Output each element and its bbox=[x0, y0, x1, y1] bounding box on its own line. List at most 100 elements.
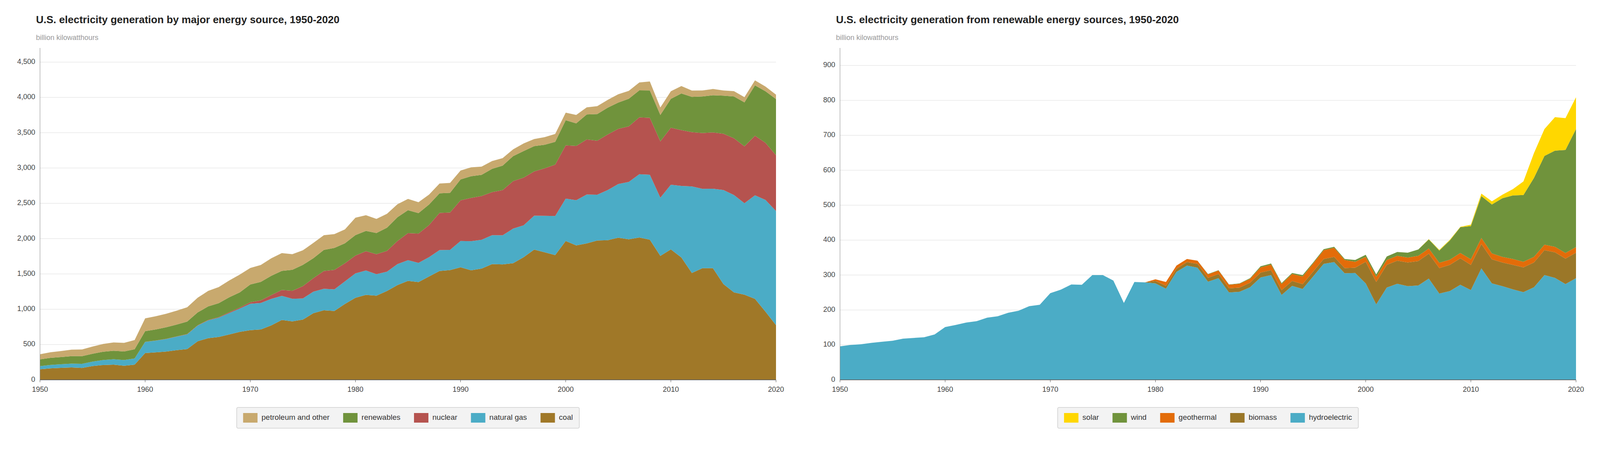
legend-label: wind bbox=[1130, 413, 1147, 422]
chart-title: U.S. electricity generation from renewab… bbox=[836, 13, 1179, 26]
chart-panel: 05001,0001,5002,0002,5003,0003,5004,0004… bbox=[17, 13, 784, 429]
legend-swatch bbox=[470, 413, 486, 423]
x-tick bbox=[1155, 380, 1156, 383]
x-axis-line bbox=[40, 379, 776, 381]
y-tick-label: 1,500 bbox=[17, 269, 36, 278]
legend-swatch bbox=[1160, 413, 1175, 423]
x-tick bbox=[40, 380, 41, 383]
x-tick-label: 1960 bbox=[137, 385, 154, 394]
legend-label: petroleum and other bbox=[261, 413, 330, 422]
grid-line bbox=[40, 62, 776, 63]
legend-swatch bbox=[343, 413, 358, 423]
y-tick-label: 4,500 bbox=[17, 57, 36, 66]
legend-swatch bbox=[540, 413, 555, 423]
legend-swatch bbox=[1230, 413, 1245, 423]
grid-line bbox=[840, 380, 1576, 381]
x-tick-label: 2020 bbox=[1568, 385, 1584, 394]
y-tick-label: 900 bbox=[823, 60, 836, 69]
x-tick bbox=[355, 380, 356, 383]
y-tick-label: 200 bbox=[823, 305, 836, 314]
x-tick-label: 2020 bbox=[768, 385, 784, 394]
y-tick-label: 0 bbox=[831, 375, 836, 384]
areas bbox=[40, 80, 776, 380]
legend-swatch bbox=[243, 413, 258, 423]
y-grid bbox=[840, 65, 1576, 380]
y-tick-label: 500 bbox=[823, 200, 836, 209]
legend-label: renewables bbox=[361, 413, 401, 422]
y-axis-label: billion kilowatthours bbox=[36, 33, 99, 42]
legend-label: nuclear bbox=[432, 413, 458, 422]
legend-label: geothermal bbox=[1178, 413, 1217, 422]
legend-label: hydroelectric bbox=[1308, 413, 1352, 422]
grid-line bbox=[40, 97, 776, 98]
area-series bbox=[840, 97, 1576, 347]
figure: 05001,0001,5002,0002,5003,0003,5004,0004… bbox=[0, 0, 1600, 465]
x-tick-label: 2000 bbox=[557, 385, 574, 394]
legend-swatch bbox=[1064, 413, 1079, 423]
y-tick-label: 100 bbox=[823, 340, 836, 349]
y-axis-line bbox=[840, 48, 841, 380]
y-grid bbox=[40, 62, 776, 380]
x-tick-label: 2000 bbox=[1357, 385, 1374, 394]
x-tick bbox=[670, 380, 672, 383]
x-tick-label: 2010 bbox=[1462, 385, 1479, 394]
legend-swatch bbox=[1112, 413, 1127, 423]
y-tick-label: 400 bbox=[823, 235, 836, 244]
x-tick bbox=[250, 380, 251, 383]
x-tick-label: 1980 bbox=[347, 385, 364, 394]
y-axis-line bbox=[40, 48, 41, 380]
area-series bbox=[840, 129, 1576, 347]
y-tick-label: 3,000 bbox=[17, 163, 36, 172]
grid-line bbox=[840, 100, 1576, 101]
chart-title: U.S. electricity generation by major ene… bbox=[36, 13, 340, 26]
x-tick bbox=[840, 380, 841, 383]
y-tick-label: 0 bbox=[31, 375, 36, 384]
y-tick-label: 2,000 bbox=[17, 234, 36, 243]
x-tick bbox=[1260, 380, 1261, 383]
x-tick bbox=[460, 380, 461, 383]
legend-frame bbox=[1057, 407, 1359, 429]
legend-label: solar bbox=[1082, 413, 1100, 422]
x-tick-label: 1990 bbox=[1252, 385, 1269, 394]
x-tick bbox=[1576, 380, 1577, 383]
y-tick-label: 2,500 bbox=[17, 198, 36, 207]
x-tick bbox=[144, 380, 146, 383]
legend-label: coal bbox=[558, 413, 573, 422]
x-tick-label: 1950 bbox=[32, 385, 48, 394]
x-tick bbox=[1470, 380, 1472, 383]
x-tick bbox=[565, 380, 566, 383]
x-tick-label: 1970 bbox=[242, 385, 259, 394]
y-tick-label: 700 bbox=[823, 130, 836, 139]
areas bbox=[840, 97, 1576, 380]
legend: solar wind geothermal biomass hydroelectric bbox=[1057, 407, 1359, 429]
y-tick-label: 500 bbox=[23, 340, 36, 348]
x-tick-label: 1980 bbox=[1147, 385, 1164, 394]
y-tick-label: 800 bbox=[823, 96, 836, 104]
x-tick-label: 1990 bbox=[452, 385, 469, 394]
chart-panel: 0100200300400500600700800900195019601970… bbox=[823, 13, 1584, 429]
legend-label: natural gas bbox=[489, 413, 527, 422]
legend: petroleum and other renewables nuclear natu… bbox=[236, 407, 580, 429]
x-tick bbox=[1050, 380, 1051, 383]
grid-line bbox=[840, 205, 1576, 206]
area-series bbox=[40, 80, 776, 360]
y-tick-label: 4,000 bbox=[17, 92, 36, 101]
legend-label: biomass bbox=[1248, 413, 1277, 422]
x-tick-label: 1970 bbox=[1042, 385, 1059, 394]
grid-line bbox=[840, 170, 1576, 171]
grid-line bbox=[840, 135, 1576, 136]
legend-swatch bbox=[414, 413, 429, 423]
x-tick bbox=[1365, 380, 1366, 383]
y-tick-label: 3,500 bbox=[17, 128, 36, 137]
x-tick-label: 1960 bbox=[937, 385, 954, 394]
x-tick bbox=[776, 380, 777, 383]
y-tick-label: 300 bbox=[823, 270, 836, 279]
x-axis-line bbox=[840, 379, 1576, 381]
x-tick bbox=[944, 380, 946, 383]
y-axis-label: billion kilowatthours bbox=[836, 33, 899, 42]
grid-line bbox=[840, 65, 1576, 66]
x-tick-label: 2010 bbox=[662, 385, 679, 394]
legend-frame bbox=[236, 407, 580, 429]
grid-line bbox=[40, 380, 776, 381]
legend-swatch bbox=[1290, 413, 1305, 423]
